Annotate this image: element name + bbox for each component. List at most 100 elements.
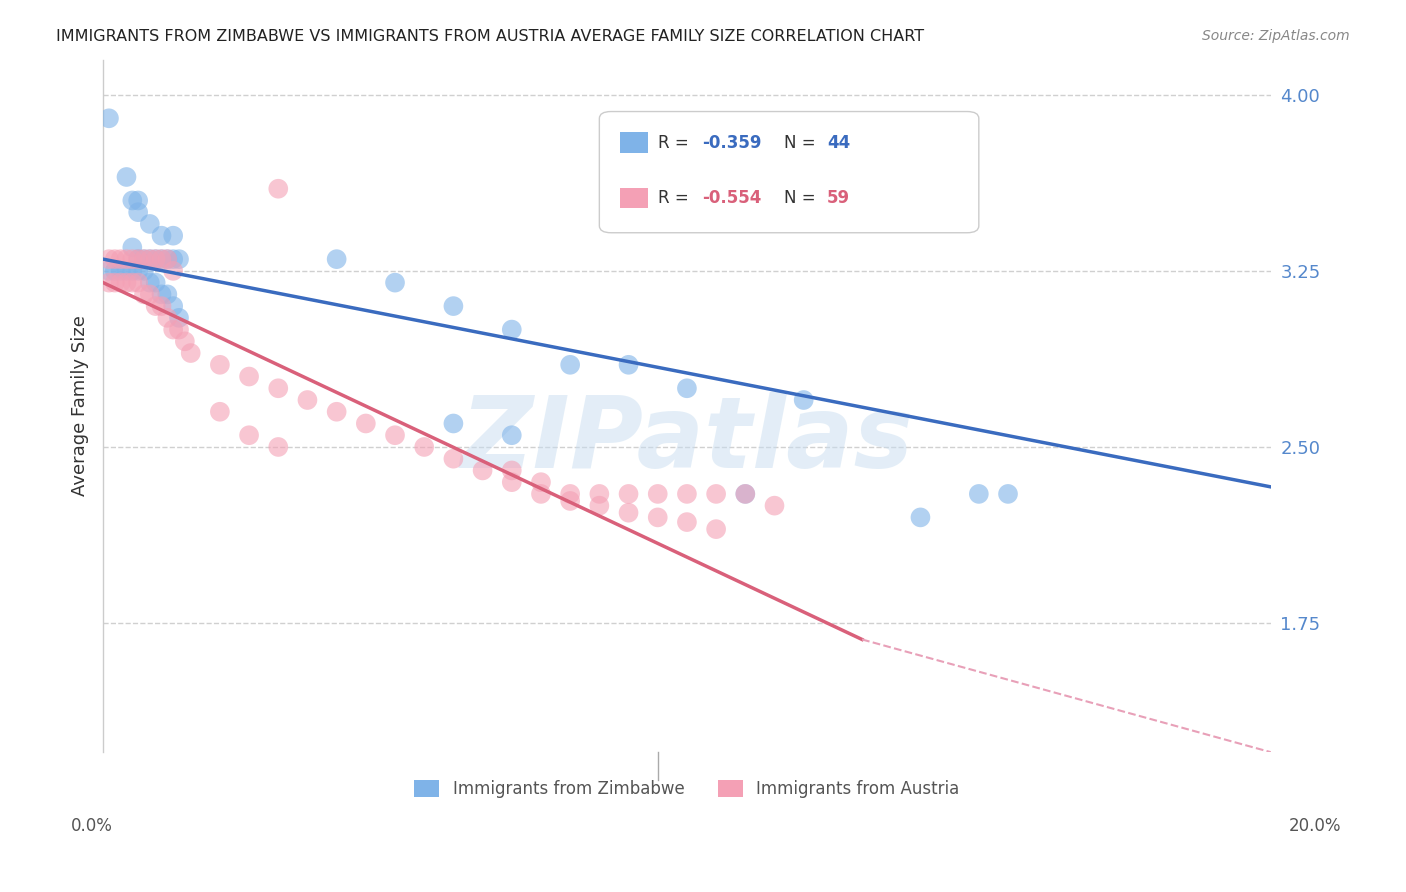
Point [238,428,260,442]
Point [647,510,669,524]
Point [441,417,464,431]
Point [98,112,121,126]
Point [132,264,155,278]
Text: IMMIGRANTS FROM ZIMBABWE VS IMMIGRANTS FROM AUSTRIA AVERAGE FAMILY SIZE CORRELAT: IMMIGRANTS FROM ZIMBABWE VS IMMIGRANTS F… [56,29,924,44]
Point [150,252,173,267]
Point [156,252,179,267]
Point [104,276,127,290]
Text: -0.359: -0.359 [702,134,762,152]
Point [156,310,179,325]
Legend: Immigrants from Zimbabwe, Immigrants from Austria: Immigrants from Zimbabwe, Immigrants fro… [406,772,967,806]
Point [139,252,162,267]
Point [104,252,127,267]
Point [617,487,640,501]
Point [588,499,610,513]
Point [145,276,167,290]
Point [132,252,155,267]
Point [139,217,162,231]
Point [647,487,669,501]
Point [617,506,640,520]
Point [139,287,162,301]
Text: ZIPatlas: ZIPatlas [460,392,914,489]
Point [793,392,815,407]
Point [162,228,184,243]
Point [238,369,260,384]
Text: N =: N = [783,189,821,207]
FancyBboxPatch shape [620,187,648,209]
Point [704,487,727,501]
Point [173,334,195,349]
Point [121,194,143,208]
Point [560,487,582,501]
Point [763,499,786,513]
Point [167,322,190,336]
Point [98,276,121,290]
Point [384,428,406,442]
Point [297,392,319,407]
Text: -0.554: -0.554 [702,189,762,207]
Point [150,299,173,313]
Point [560,494,582,508]
Point [139,276,162,290]
Point [208,358,231,372]
Point [617,358,640,372]
Point [676,487,699,501]
Point [127,252,149,267]
Text: 0.0%: 0.0% [70,817,112,835]
FancyBboxPatch shape [620,132,648,153]
Point [910,510,932,524]
Point [162,299,184,313]
Point [384,276,406,290]
Text: R =: R = [658,189,693,207]
Point [471,463,494,477]
Point [156,287,179,301]
Point [501,428,523,442]
Point [267,440,290,454]
Point [588,487,610,501]
Point [267,381,290,395]
Point [150,287,173,301]
Point [530,487,553,501]
Point [121,252,143,267]
Point [127,252,149,267]
Point [127,205,149,219]
Point [132,287,155,301]
Point [121,264,143,278]
Point [115,264,138,278]
Text: N =: N = [783,134,821,152]
Text: 44: 44 [827,134,851,152]
Point [150,228,173,243]
Point [167,310,190,325]
Point [413,440,436,454]
Point [162,264,184,278]
Point [167,252,190,267]
Text: R =: R = [658,134,693,152]
Point [734,487,756,501]
Point [156,252,179,267]
Point [110,252,132,267]
Point [145,252,167,267]
Point [115,276,138,290]
Point [267,182,290,196]
Point [501,322,523,336]
Point [150,252,173,267]
Point [208,405,231,419]
Point [997,487,1019,501]
Point [734,487,756,501]
Point [441,299,464,313]
Point [115,169,138,184]
Point [121,240,143,254]
Point [180,346,202,360]
Point [139,252,162,267]
Point [325,405,347,419]
Point [127,276,149,290]
Point [127,264,149,278]
FancyBboxPatch shape [599,112,979,233]
Point [145,299,167,313]
Point [560,358,582,372]
Point [325,252,347,267]
Point [121,276,143,290]
Point [98,264,121,278]
Point [501,463,523,477]
Point [132,252,155,267]
